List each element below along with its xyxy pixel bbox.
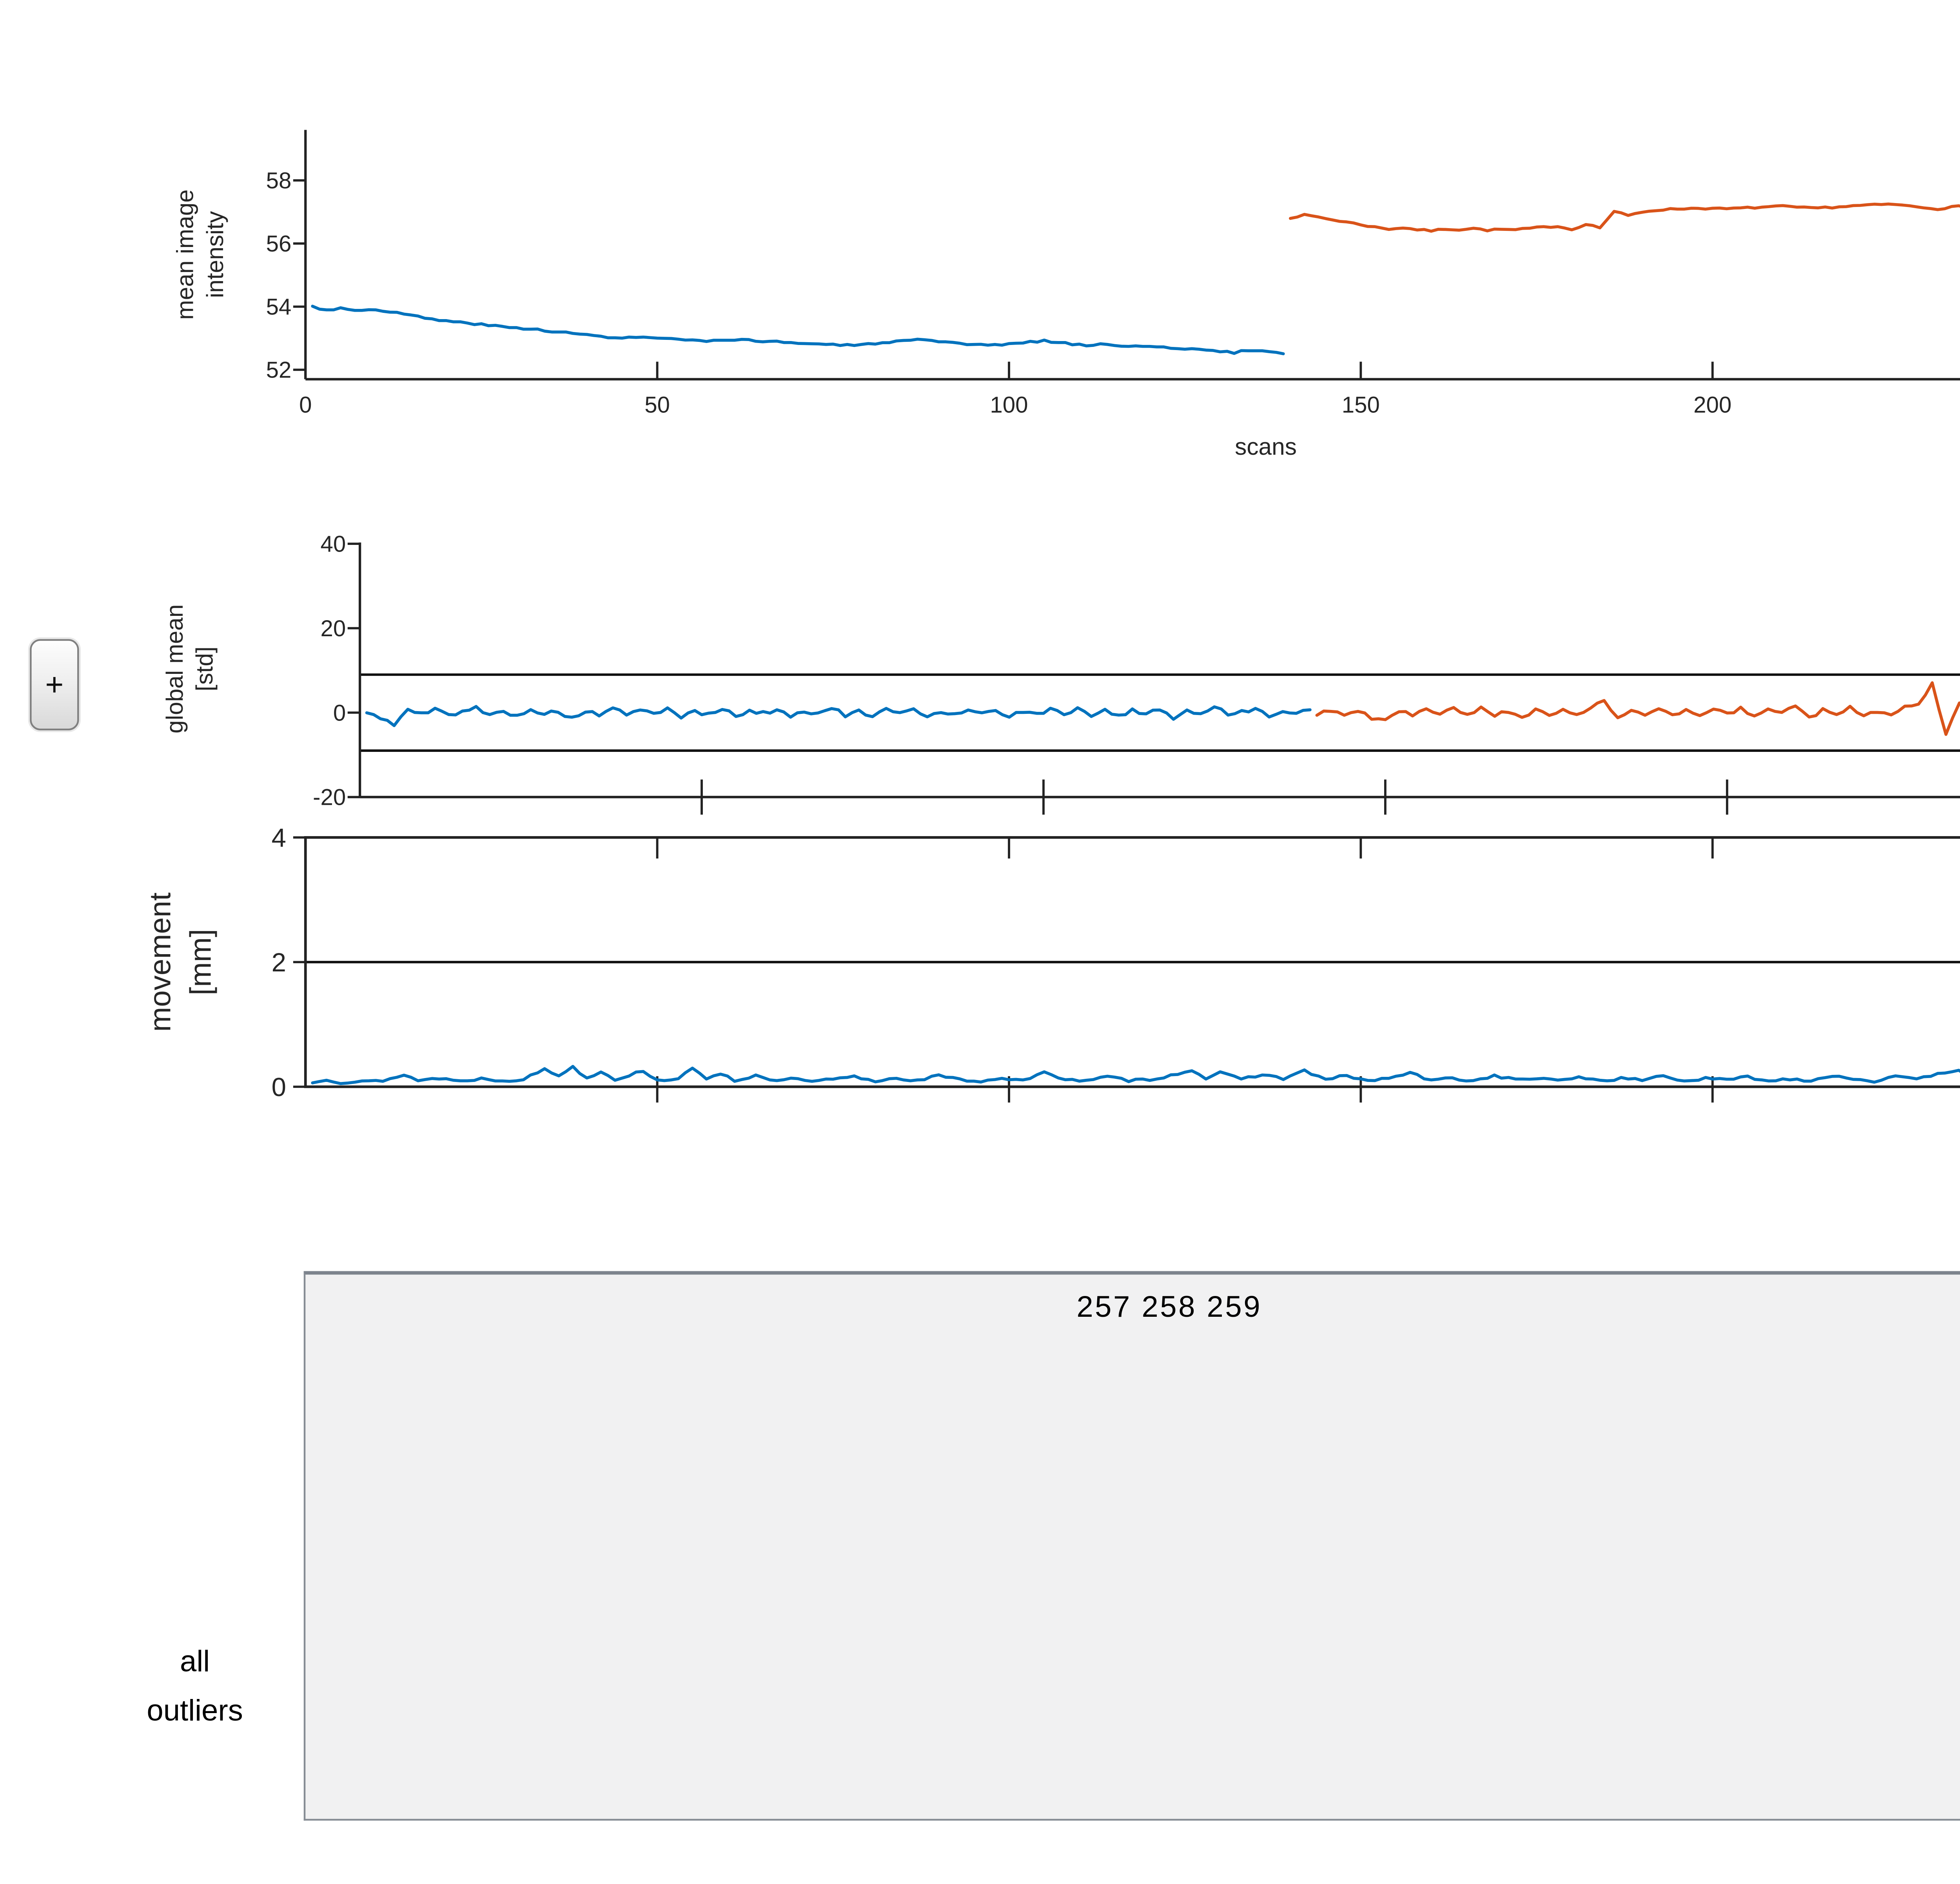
plot-mean-intensity: 52545658050100150200250scansmean imagein…	[172, 130, 1960, 460]
x-tick-label: 50	[644, 392, 670, 417]
all-outliers-label: all outliers	[63, 1638, 327, 1737]
all-outliers-line2: outliers	[147, 1694, 243, 1728]
series-session-2-global-signal-z	[1315, 681, 1960, 736]
y-tick-label: 52	[266, 358, 292, 383]
y-axis-label: [mm]	[184, 929, 217, 995]
x-tick-label: 100	[990, 392, 1028, 417]
plus-icon: +	[45, 666, 64, 702]
x-tick-label: 0	[299, 392, 312, 417]
y-tick-label: 56	[266, 231, 292, 257]
zoom-plus-button[interactable]: +	[30, 639, 79, 731]
y-tick-label: 58	[266, 168, 292, 194]
outlier-values: 257 258 259	[1076, 1290, 1262, 1324]
y-tick-label: 0	[333, 700, 346, 726]
x-tick-label: 200	[1693, 392, 1731, 417]
x-axis-label: scans	[1235, 433, 1297, 460]
y-tick-label: 4	[272, 823, 286, 853]
y-tick-label: 20	[321, 616, 346, 641]
y-tick-label: 0	[272, 1073, 286, 1102]
y-axis-label: movement	[143, 893, 177, 1032]
plot-global-mean: -20 0 20 40 global mean [std]	[161, 531, 1960, 815]
y-tick-label: 40	[321, 531, 346, 557]
series-session-2-mean-intensity	[1289, 202, 1960, 233]
series-session-1-global-signal-z	[365, 705, 1312, 727]
outliers-listbox[interactable]: 257 258 259 ▲ ▼	[303, 1271, 1960, 1821]
y-axis-label: intensity	[201, 211, 228, 298]
y-axis-label: [std]	[191, 646, 218, 691]
axes-box	[304, 836, 1960, 1088]
x-tick-label: 150	[1342, 392, 1380, 417]
y-axis-label: global mean	[161, 604, 188, 733]
plot-movement: 0 2 4 movement [mm]	[143, 823, 1960, 1103]
series-composite-movement	[311, 1065, 1960, 1085]
y-tick-label: 2	[272, 948, 286, 977]
y-tick-label: 54	[266, 294, 292, 320]
plots-canvas: 52545658050100150200250scansmean imagein…	[143, 130, 1960, 1103]
y-tick-label: -20	[313, 785, 346, 810]
series-session-1-mean-intensity	[311, 305, 1285, 356]
all-outliers-line1: all	[180, 1645, 210, 1679]
y-axis-label: mean image	[172, 189, 198, 320]
